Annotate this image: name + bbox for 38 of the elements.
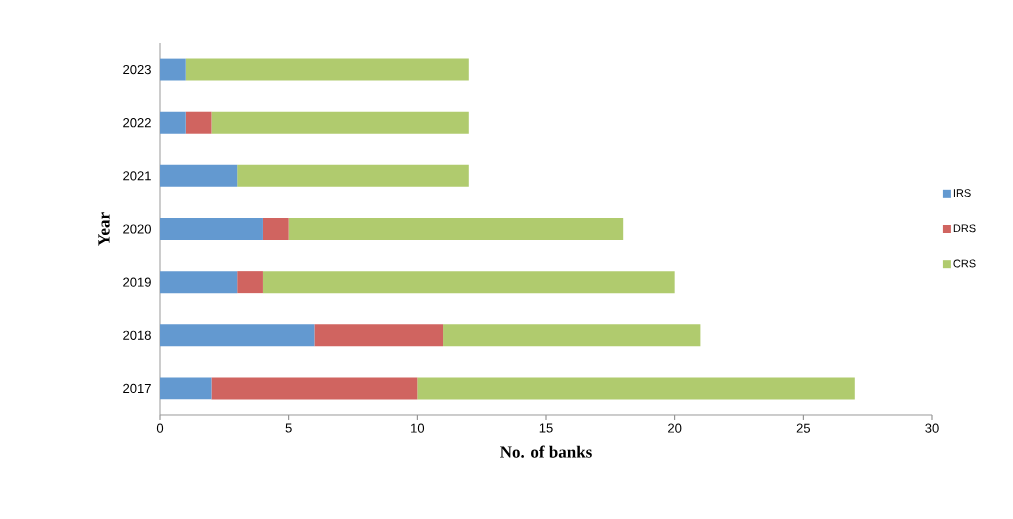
bar	[185, 58, 469, 81]
x-tick-label: 15	[539, 423, 553, 433]
y-tick-label: 2022	[123, 118, 151, 128]
x-tick-label: 5	[285, 423, 292, 433]
bar	[443, 324, 701, 347]
legend-label: CRS	[953, 259, 976, 268]
y-tick-label: 2020	[123, 224, 151, 234]
x-tick-label: 20	[668, 423, 682, 433]
y-tick-label: 2023	[123, 64, 151, 75]
bar	[237, 164, 469, 187]
y-tick-label: 2021	[123, 171, 151, 181]
bar	[160, 271, 238, 294]
legend-label: DRS	[953, 224, 976, 233]
bar	[262, 271, 675, 294]
bar	[160, 377, 212, 400]
x-tick-label: 25	[796, 423, 811, 433]
x-axis-title: No. of banks	[500, 445, 592, 458]
bar	[237, 271, 263, 294]
bar	[211, 111, 469, 134]
bar	[211, 377, 418, 400]
bar	[417, 377, 855, 400]
bar	[160, 111, 186, 134]
bar	[314, 324, 444, 347]
y-tick-label: 2017	[123, 383, 151, 394]
bar	[160, 164, 238, 187]
legend-label: IRS	[953, 189, 971, 198]
bar	[160, 218, 263, 240]
bar	[262, 218, 289, 240]
bar	[160, 324, 315, 347]
y-tick-label: 2019	[123, 277, 151, 287]
x-tick-label: 0	[156, 423, 164, 433]
bar	[160, 58, 186, 81]
x-tick-label: 10	[411, 423, 425, 433]
x-tick-label: 30	[925, 423, 939, 433]
y-axis-title: Year	[98, 212, 110, 246]
bar	[288, 218, 624, 240]
bar	[185, 111, 212, 134]
y-tick-label: 2018	[123, 330, 151, 340]
